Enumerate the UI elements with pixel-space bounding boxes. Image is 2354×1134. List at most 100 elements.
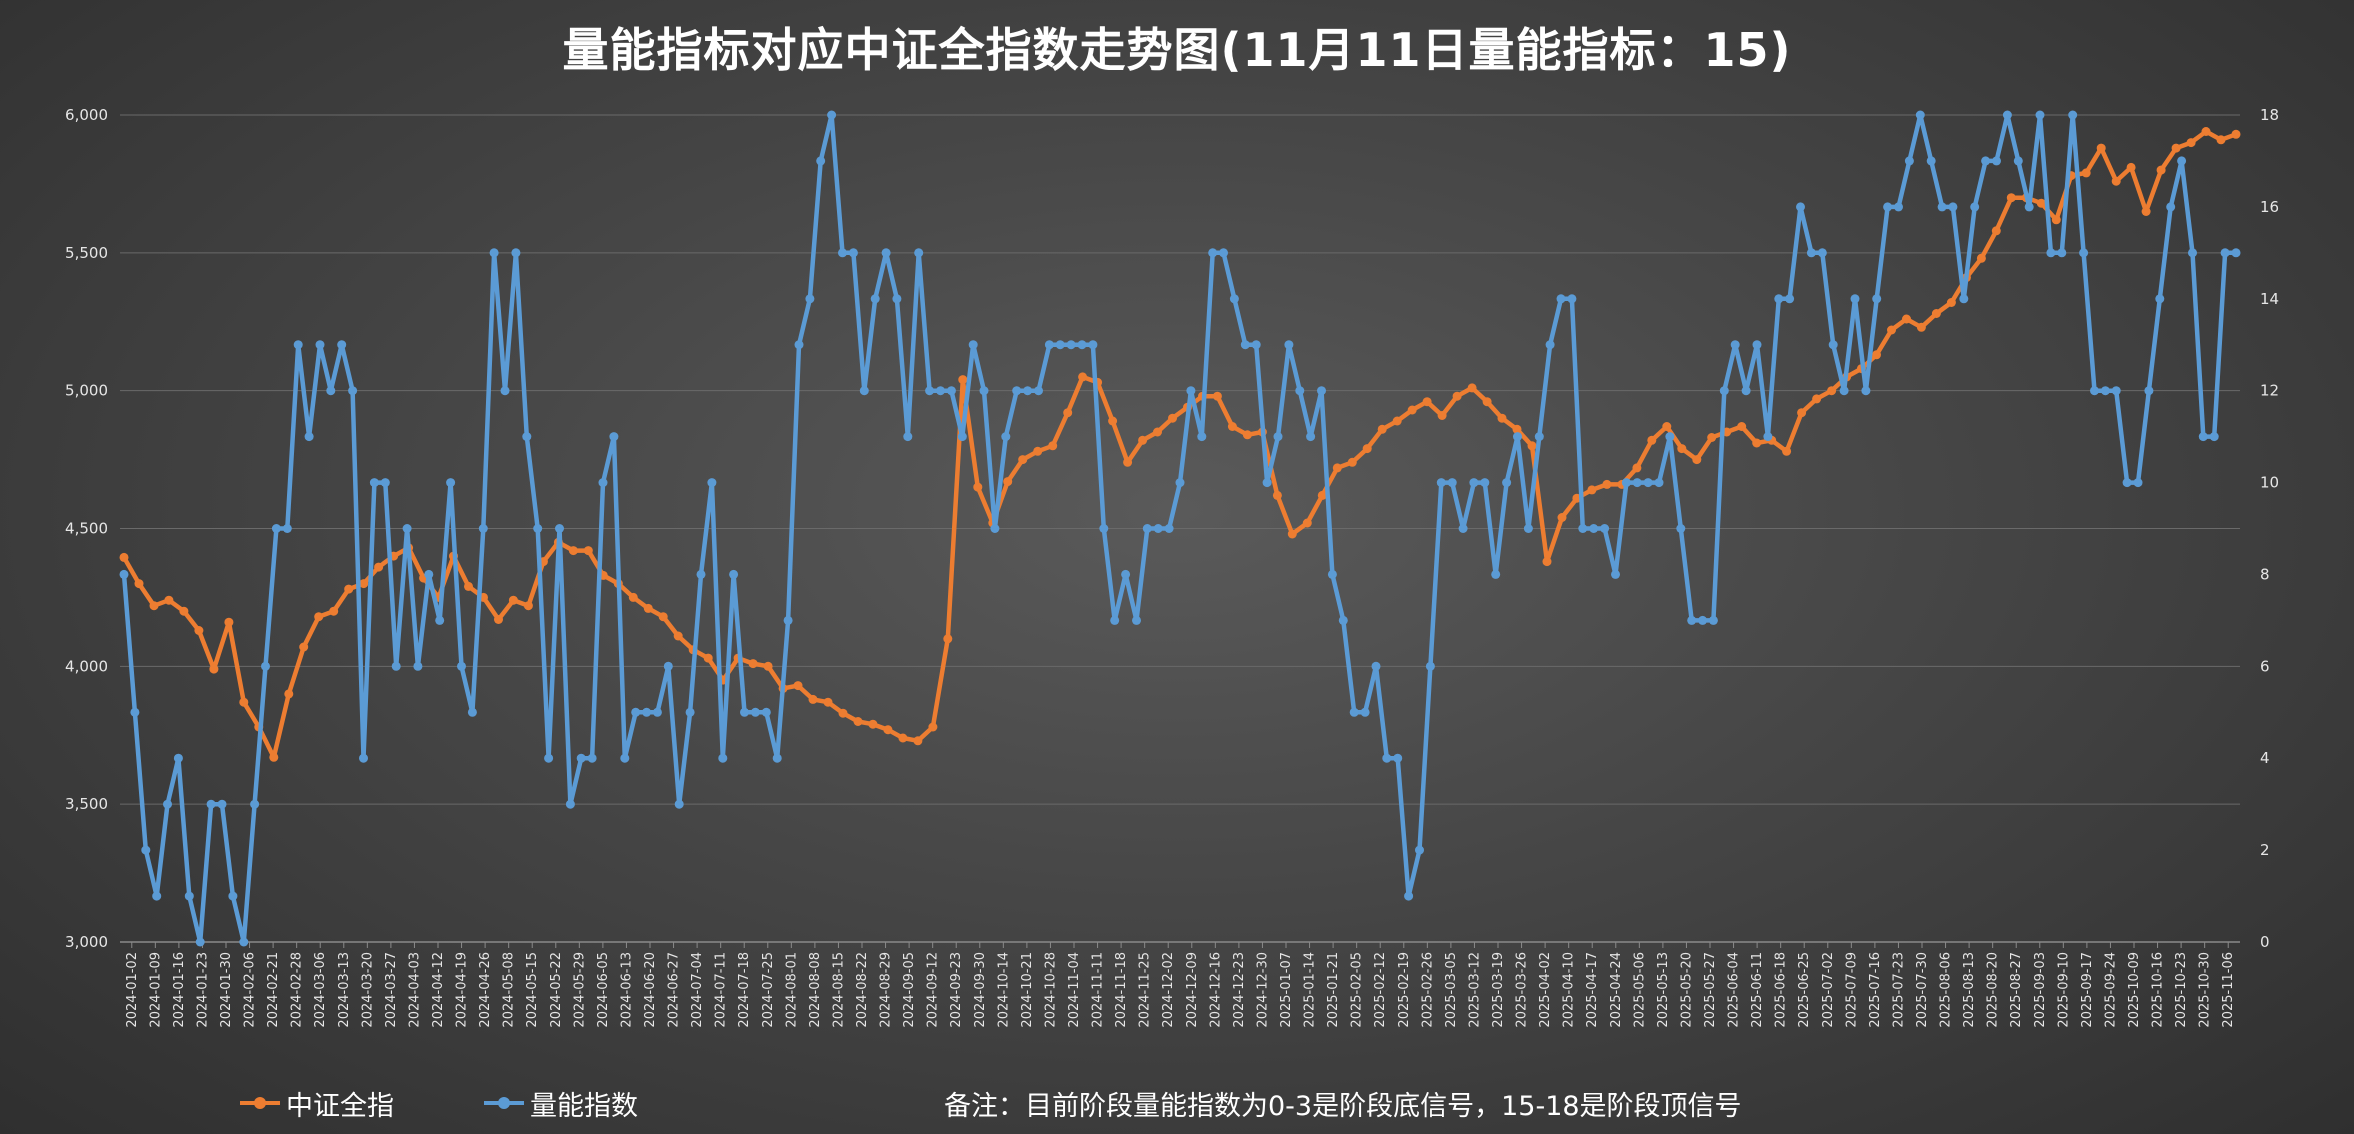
y-axis-right: 0 2 4 6 8 10 12 14 16 18 [2260, 106, 2279, 951]
x-tick-label: 2025-07-09 [1844, 952, 1859, 1028]
legend-item-index[interactable]: 中证全指 [240, 1084, 394, 1123]
data-point-index [1737, 422, 1747, 431]
legend-item-volume[interactable]: 量能指数 [484, 1084, 638, 1123]
data-point-index [1138, 435, 1148, 445]
x-tick-label: 2024-05-29 [572, 952, 587, 1028]
data-point-volume [1055, 340, 1065, 350]
x-tick-label: 2025-04-02 [1538, 952, 1553, 1028]
y-right-tick-label: 12 [2260, 382, 2279, 400]
data-point-volume [2155, 294, 2165, 304]
data-point-volume [1327, 569, 1337, 579]
data-point-volume [2177, 156, 2187, 166]
data-point-volume [1589, 524, 1599, 533]
data-point-volume [1229, 294, 1239, 304]
data-point-volume [326, 386, 336, 396]
data-point-volume [1796, 202, 1805, 212]
x-tick-label: 2024-09-12 [926, 952, 941, 1028]
data-point-volume [1730, 340, 1740, 350]
data-point-index [703, 653, 713, 663]
data-point-index [1063, 408, 1073, 418]
x-tick-label: 2025-06-11 [1750, 952, 1765, 1028]
data-point-index [1407, 405, 1417, 415]
data-point-volume [1578, 524, 1588, 533]
data-point-volume [609, 432, 619, 442]
x-tick-label: 2025-04-24 [1609, 952, 1624, 1028]
data-point-volume [348, 386, 358, 396]
data-point-index [1512, 424, 1522, 434]
data-point-index [523, 601, 533, 611]
data-point-volume [1415, 845, 1424, 855]
data-point-volume [1959, 294, 1969, 304]
data-point-index [898, 733, 908, 743]
data-point-volume [1611, 569, 1620, 579]
x-tick-label: 2025-10-16 [2151, 952, 2166, 1028]
data-point-index [1452, 391, 1462, 401]
data-point-index [853, 717, 863, 726]
y-right-tick-label: 0 [2260, 933, 2270, 951]
x-tick-label: 2025-03-26 [1515, 952, 1530, 1028]
data-point-volume [2100, 386, 2110, 396]
y-left-tick-label: 6,000 [65, 106, 108, 124]
data-point-volume [968, 340, 978, 350]
x-tick-label: 2024-08-22 [855, 952, 870, 1028]
data-point-volume [772, 753, 782, 763]
data-point-index [1168, 413, 1177, 423]
data-point-index [1302, 518, 1312, 528]
data-point-volume [925, 386, 935, 396]
data-point-index [628, 592, 638, 602]
data-point-volume [1197, 432, 1207, 442]
data-point-volume [1023, 386, 1033, 396]
data-point-index [2051, 215, 2061, 225]
data-point-volume [304, 432, 314, 442]
x-tick-label: 2024-11-11 [1091, 952, 1106, 1028]
data-point-index [673, 631, 683, 641]
x-tick-label: 2024-01-09 [148, 952, 163, 1028]
data-point-volume [402, 524, 412, 533]
data-point-volume [141, 845, 151, 855]
x-tick-label: 2025-01-07 [1279, 952, 1294, 1028]
data-point-index [838, 708, 848, 718]
data-point-index [1332, 463, 1342, 473]
data-point-index [149, 601, 159, 611]
data-point-index [1437, 411, 1447, 420]
series-volume [119, 110, 2241, 947]
data-point-volume [1317, 386, 1326, 396]
data-point-index [179, 606, 189, 616]
data-point-volume [1839, 386, 1849, 396]
data-point-index [344, 584, 354, 594]
data-point-volume [1251, 340, 1261, 350]
x-tick-label: 2024-01-23 [195, 952, 210, 1028]
data-point-volume [1600, 524, 1610, 533]
y-left-tick-label: 4,000 [65, 657, 108, 675]
y-right-tick-label: 2 [2260, 841, 2270, 859]
data-point-volume [859, 386, 869, 396]
x-tick-label: 2025-02-19 [1397, 952, 1412, 1028]
data-point-volume [685, 707, 695, 717]
data-point-index [2036, 198, 2046, 208]
data-point-index [2171, 143, 2181, 153]
x-tick-label: 2025-06-04 [1727, 952, 1742, 1028]
x-tick-label: 2024-05-15 [525, 952, 540, 1028]
series-area [119, 110, 2241, 947]
data-point-volume [1872, 294, 1882, 304]
y-right-tick-label: 18 [2260, 106, 2279, 124]
data-point-index [2126, 162, 2136, 172]
data-point-volume [696, 569, 706, 579]
data-point-volume [1926, 156, 1936, 166]
data-point-index [464, 581, 473, 591]
data-point-index [2216, 135, 2226, 145]
data-point-index [1392, 416, 1402, 426]
data-point-volume [533, 524, 543, 533]
data-point-volume [620, 753, 630, 763]
data-point-volume [217, 799, 227, 809]
data-point-index [224, 617, 234, 627]
data-point-volume [315, 340, 325, 350]
data-point-volume [1621, 478, 1631, 488]
x-tick-label: 2024-02-06 [243, 952, 258, 1028]
x-tick-label: 2024-09-23 [949, 952, 964, 1028]
data-point-index [1018, 455, 1028, 465]
data-point-volume [2188, 248, 2197, 258]
data-point-volume [435, 615, 445, 625]
data-point-index [508, 595, 518, 605]
data-point-volume [1719, 386, 1729, 396]
